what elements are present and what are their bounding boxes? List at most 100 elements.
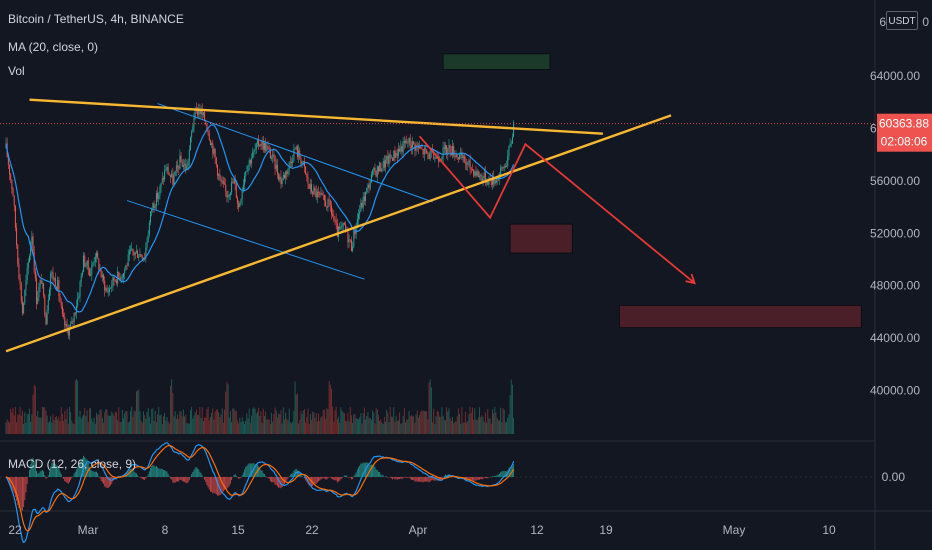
volume-bar [288,408,290,434]
volume-bar [166,416,168,434]
legend-volume[interactable]: Vol [8,64,25,78]
macd-histogram-bar [419,477,421,482]
volume-bar [69,406,70,434]
volume-bar [291,423,292,434]
macd-histogram-bar [413,477,415,481]
candle-body [202,112,204,115]
candle-body [167,167,169,175]
candle-body [388,154,390,164]
macd-histogram-bar [315,477,317,484]
volume-bar [261,422,263,434]
volume-bar [33,384,35,434]
candle-body [295,146,297,149]
volume-bar [508,414,510,434]
macd-histogram-bar [387,477,389,478]
macd-histogram-bar [264,474,265,477]
volume-bar [173,416,175,434]
candle-body [265,143,267,152]
candle-body [307,177,309,184]
currency-button[interactable]: USDT [886,11,918,30]
macd-histogram-bar [476,477,478,480]
volume-bar [476,420,478,434]
macd-histogram-bar [43,471,45,477]
candle-body [259,144,261,147]
macd-histogram-bar [181,477,183,482]
candle-body [417,146,419,149]
volume-bar [432,422,433,434]
candle-body [173,175,175,185]
candle-body [60,302,62,307]
legend-macd[interactable]: MACD (12, 26, close, 9) [8,457,136,471]
candle-body [427,152,429,154]
volume-bar [469,406,471,434]
macd-histogram-bar [231,477,233,481]
volume-bar [80,418,82,434]
candle-body [81,272,83,276]
candle-body [23,303,25,314]
candle-body [334,219,336,221]
macd-histogram-bar [304,477,305,479]
macd-histogram-bar [394,477,396,480]
macd-histogram-bar [235,475,237,477]
candle-body [208,133,210,141]
volume-bar [351,415,352,434]
candle-body [490,179,492,186]
candle-body [267,146,269,148]
volume-bar [313,412,315,434]
macd-histogram-bar [30,463,32,477]
candle-body [503,165,505,169]
volume-bar [436,410,438,434]
macd-histogram-bar [281,477,283,488]
candle-body [204,112,206,122]
candle-body [177,165,179,167]
macd-histogram-bar [325,477,327,480]
macd-histogram-bar [354,474,356,477]
candle-body [53,278,55,280]
candle-body [264,143,265,150]
volume-bar [148,416,150,434]
volume-bar [239,417,241,434]
volume-bar [442,416,444,434]
macd-histogram-bar [161,468,163,477]
volume-bar [41,407,43,434]
volume-bar [74,380,76,434]
candle-body [361,202,363,208]
candle-body [382,160,384,169]
volume-bar [192,418,194,434]
volume-bar [9,422,10,434]
macd-histogram-bar [288,476,290,477]
macd-histogram-bar [25,477,27,493]
price-tick-partial: 6 [879,15,886,29]
candle-body [253,150,255,152]
time-tick-label: 10 [822,523,836,537]
volume-bar [253,407,255,434]
macd-histogram-bar [386,476,388,477]
macd-histogram-bar [186,477,188,484]
macd-histogram-bar [63,477,65,479]
volume-bar [227,384,229,434]
macd-histogram-bar [370,464,372,477]
candle-body [80,275,82,282]
candle-body [76,305,77,314]
candle-body [380,162,382,172]
volume-bar [319,420,321,434]
volume-bar [416,410,418,434]
candle-body [186,165,188,170]
candle-body [182,165,184,167]
volume-bar [23,423,25,434]
legend-ma[interactable]: MA (20, close, 0) [8,40,98,54]
volume-bar [126,411,128,434]
candle-body [350,240,352,252]
macd-histogram-bar [396,477,398,480]
candle-body [494,179,496,184]
candle-body [387,156,389,164]
volume-bar [358,419,359,434]
candle-body [369,182,371,189]
candle-body [184,163,186,166]
volume-bar [440,416,442,434]
candle-body [193,118,195,127]
macd-histogram-bar [208,477,210,490]
volume-bar [175,418,177,434]
volume-bar [266,419,268,434]
